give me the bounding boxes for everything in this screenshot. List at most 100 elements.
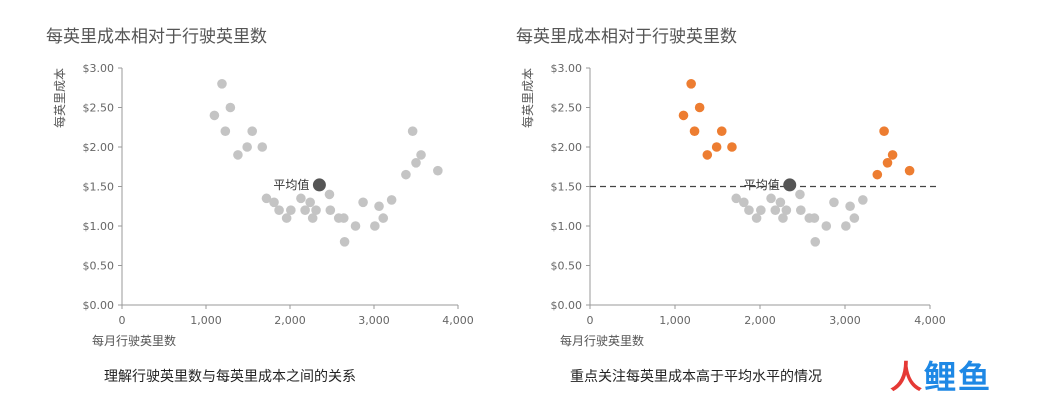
data-point (281, 213, 292, 223)
y-tick-label: $2.00 (551, 141, 583, 154)
data-point (744, 205, 754, 215)
data-point (305, 197, 315, 208)
data-point (217, 79, 227, 89)
highlighted-data-point (678, 110, 689, 121)
mean-label: 平均值 (273, 177, 309, 192)
data-point (407, 126, 418, 136)
y-tick-label: $1.50 (83, 181, 115, 194)
y-tick-label: $1.50 (551, 181, 583, 194)
scatter-plot-left: $0.00 $0.50 $1.00 $1.50 $2.00 $2.50 $3.00 0 1,00… (52, 62, 474, 348)
data-point (401, 169, 411, 180)
scatter-plot-right: $0.00 $0.50 $1.00 $1.50 $2.00 $2.50 $3.00 0 1,00… (520, 62, 946, 348)
highlighted-data-point (711, 142, 722, 152)
data-point (242, 142, 252, 152)
data-point (810, 237, 821, 247)
data-point (370, 221, 380, 231)
y-tick-label: $2.00 (83, 141, 115, 154)
highlighted-data-point (694, 102, 705, 113)
data-point (338, 213, 349, 223)
x-axis-title: 每月行驶英里数 (92, 333, 176, 348)
data-point (775, 197, 786, 208)
highlighted-data-point (689, 126, 700, 136)
y-tick-label: $3.00 (83, 62, 115, 75)
data-point (795, 189, 805, 200)
chart-title: 每英里成本相对于行驶英里数 (46, 27, 267, 47)
data-point (849, 213, 860, 223)
watermark-part-1: 人 (890, 358, 925, 396)
data-point (829, 197, 839, 208)
x-tick-label: 1,000 (659, 314, 691, 327)
data-point (257, 142, 268, 152)
y-axis-title: 每英里成本 (520, 68, 535, 128)
data-point (845, 201, 855, 212)
data-point (311, 205, 321, 215)
data-point (358, 197, 368, 208)
data-point (781, 205, 792, 215)
data-point (858, 195, 868, 205)
data-point (731, 193, 741, 204)
data-point (209, 110, 220, 121)
data-point (433, 165, 443, 176)
watermark-logo: 人鲤鱼 (890, 352, 992, 398)
chart-panel-right: 每英里成本相对于行驶英里数 $0.00 $0.50 $1.00 $1.50 $2.00 $… (516, 0, 1048, 400)
x-tick-label: 0 (119, 314, 126, 327)
data-point (378, 213, 389, 223)
data-point (296, 193, 306, 204)
watermark-part-2: 鲤鱼 (924, 358, 993, 396)
chart-panel-left: 每英里成本相对于行驶英里数 $0.00 $0.50 $1.00 $1.50 $2.00 $… (46, 27, 474, 385)
y-axis-title: 每英里成本 (52, 68, 67, 128)
x-tick-label: 4,000 (914, 314, 946, 327)
x-axis-title: 每月行驶英里数 (560, 333, 644, 348)
data-point (374, 201, 384, 212)
data-point (770, 205, 781, 215)
y-tick-label: $0.00 (551, 299, 583, 312)
y-tick-label: $2.50 (83, 102, 115, 115)
data-point (350, 221, 361, 231)
x-tick-label: 4,000 (442, 314, 474, 327)
data-point (286, 205, 296, 215)
y-tick-label: $1.00 (83, 220, 115, 233)
y-tick-label: $0.50 (551, 260, 583, 273)
data-point (233, 150, 243, 160)
data-point (339, 237, 350, 247)
data-point (261, 193, 272, 204)
highlighted-data-point (882, 158, 893, 168)
data-point (307, 213, 318, 223)
highlighted-data-point (879, 126, 889, 136)
chart-caption: 重点关注每英里成本高于平均水平的情况 (570, 369, 822, 385)
chart-title: 每英里成本相对于行驶英里数 (516, 27, 737, 47)
data-point (739, 197, 749, 208)
highlighted-data-point (702, 150, 713, 160)
data-point (756, 205, 766, 215)
y-tick-label: $0.50 (83, 260, 115, 273)
data-point (751, 213, 762, 223)
data-point (766, 193, 776, 204)
data-point (411, 158, 421, 168)
chart-caption: 理解行驶英里数与每英里成本之间的关系 (104, 369, 356, 385)
data-point (269, 197, 279, 208)
data-point (821, 221, 832, 231)
data-point (225, 102, 236, 113)
data-point (247, 126, 257, 136)
highlighted-data-point (887, 150, 898, 160)
highlighted-data-point (686, 79, 696, 89)
data-point (274, 205, 284, 215)
data-point (300, 205, 310, 215)
y-tick-label: $2.50 (551, 102, 583, 115)
highlighted-data-point (716, 126, 727, 136)
y-tick-label: $3.00 (551, 62, 583, 75)
data-point (778, 213, 788, 223)
data-point (386, 195, 397, 205)
highlighted-data-point (727, 142, 737, 152)
x-tick-label: 1,000 (190, 314, 222, 327)
data-point (324, 189, 335, 200)
data-point (809, 213, 820, 223)
x-tick-label: 2,000 (274, 314, 306, 327)
data-point (796, 205, 806, 215)
highlighted-data-point (904, 165, 915, 176)
x-tick-label: 3,000 (829, 314, 861, 327)
data-point (416, 150, 426, 160)
y-tick-label: $0.00 (83, 299, 115, 312)
data-point (220, 126, 231, 136)
highlighted-data-point (872, 169, 883, 180)
